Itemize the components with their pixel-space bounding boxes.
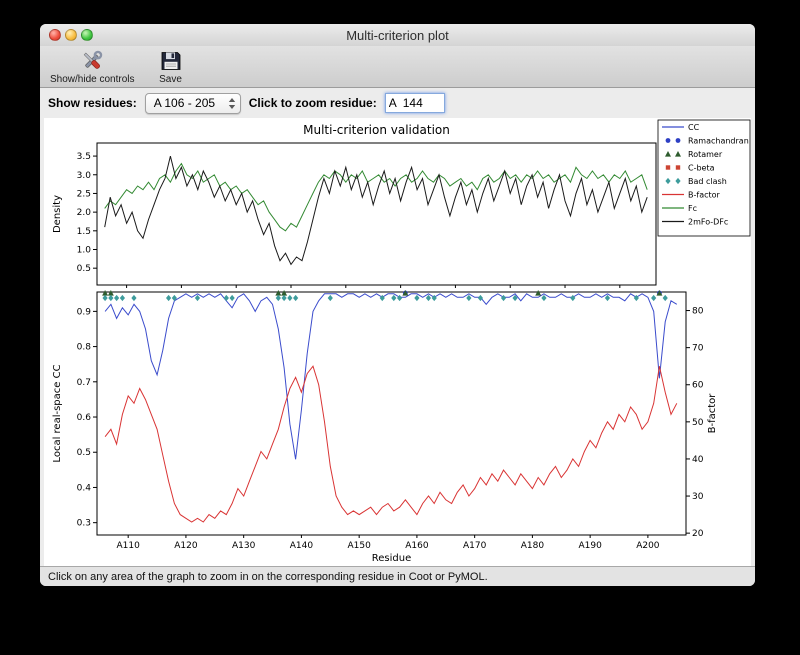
window-titlebar[interactable]: Multi-criterion plot	[40, 24, 755, 46]
cc-axis-label: Local real-space CC	[52, 364, 63, 462]
svg-text:A160: A160	[405, 541, 429, 551]
series-2mFo-DFc	[104, 155, 648, 266]
close-icon[interactable]	[49, 29, 61, 41]
x-axis-label: Residue	[372, 553, 411, 564]
svg-text:A200: A200	[636, 541, 660, 551]
svg-text:1.5: 1.5	[77, 227, 91, 237]
svg-text:50: 50	[692, 418, 704, 428]
svg-text:0.6: 0.6	[77, 413, 92, 423]
controls-row: Show residues: A 106 - 205 Click to zoom…	[40, 88, 755, 118]
svg-text:Bad clash: Bad clash	[688, 177, 727, 186]
series-CC	[104, 293, 678, 460]
maximize-icon[interactable]	[81, 29, 93, 41]
svg-text:A140: A140	[290, 541, 314, 551]
multi-criterion-plot-window: Multi-criterion plot S	[40, 24, 755, 586]
svg-text:C-beta: C-beta	[688, 164, 715, 173]
series-B-factor	[104, 365, 678, 523]
svg-text:0.3: 0.3	[77, 519, 91, 529]
show-hide-controls-label: Show/hide controls	[50, 74, 135, 85]
svg-text:2.5: 2.5	[77, 189, 91, 199]
svg-text:0.5: 0.5	[77, 264, 91, 274]
show-residues-label: Show residues:	[48, 96, 137, 110]
svg-text:60: 60	[692, 381, 704, 391]
traffic-lights	[49, 29, 93, 41]
svg-text:2mFo-DFc: 2mFo-DFc	[688, 218, 728, 227]
zoom-residue-input[interactable]	[384, 93, 445, 113]
toolbar: Show/hide controls Save	[40, 46, 755, 88]
svg-text:0.7: 0.7	[77, 378, 91, 388]
residue-range-dropdown[interactable]: A 106 - 205	[144, 92, 241, 114]
svg-text:0.8: 0.8	[77, 343, 92, 353]
svg-text:0.9: 0.9	[77, 307, 92, 317]
svg-text:Ramachandran: Ramachandran	[688, 137, 749, 146]
svg-text:80: 80	[692, 307, 704, 317]
svg-text:A180: A180	[521, 541, 545, 551]
svg-text:40: 40	[692, 455, 704, 465]
svg-text:30: 30	[692, 492, 704, 502]
cc-plot-frame	[96, 291, 687, 536]
window-title: Multi-criterion plot	[346, 27, 449, 43]
svg-text:A120: A120	[174, 541, 198, 551]
bfactor-axis-label: B-factor	[707, 393, 718, 434]
svg-text:B-factor: B-factor	[688, 191, 721, 200]
minimize-icon[interactable]	[65, 29, 77, 41]
save-button[interactable]: Save	[159, 47, 183, 86]
multi-criterion-chart[interactable]: Multi-criterion validation 0.5 1.0 1.5 2.0 2.…	[44, 118, 751, 566]
density-axis-label: Density	[52, 195, 63, 233]
svg-text:Fc: Fc	[688, 204, 697, 213]
svg-text:A130: A130	[232, 541, 256, 551]
chart-legend	[657, 119, 751, 237]
svg-text:20: 20	[692, 529, 704, 539]
show-hide-controls-button[interactable]: Show/hide controls	[50, 47, 135, 86]
svg-text:A190: A190	[578, 541, 602, 551]
tools-icon	[79, 47, 105, 74]
svg-text:A110: A110	[117, 541, 141, 551]
svg-text:0.5: 0.5	[77, 448, 91, 458]
status-bar-text: Click on any area of the graph to zoom i…	[48, 570, 488, 583]
plot-figure: Multi-criterion validation 0.5 1.0 1.5 2.0 2.…	[44, 118, 751, 566]
svg-text:2.0: 2.0	[77, 208, 92, 218]
svg-text:3.0: 3.0	[77, 171, 92, 181]
series-Fc	[104, 162, 648, 232]
status-bar: Click on any area of the graph to zoom i…	[40, 566, 755, 586]
svg-text:A150: A150	[347, 541, 371, 551]
svg-text:70: 70	[692, 344, 704, 354]
svg-text:3.5: 3.5	[77, 152, 91, 162]
save-icon	[159, 47, 183, 74]
svg-text:Rotamer: Rotamer	[688, 150, 723, 159]
svg-text:CC: CC	[688, 123, 700, 132]
save-label: Save	[159, 74, 182, 85]
svg-text:1.0: 1.0	[77, 246, 92, 256]
zoom-residue-label: Click to zoom residue:	[248, 96, 377, 110]
svg-text:A170: A170	[463, 541, 487, 551]
stepper-arrows-icon	[228, 97, 236, 110]
residue-range-value: A 106 - 205	[153, 96, 216, 110]
svg-text:0.4: 0.4	[77, 483, 92, 493]
density-plot-frame	[96, 142, 657, 286]
chart-title: Multi-criterion validation	[303, 123, 450, 137]
